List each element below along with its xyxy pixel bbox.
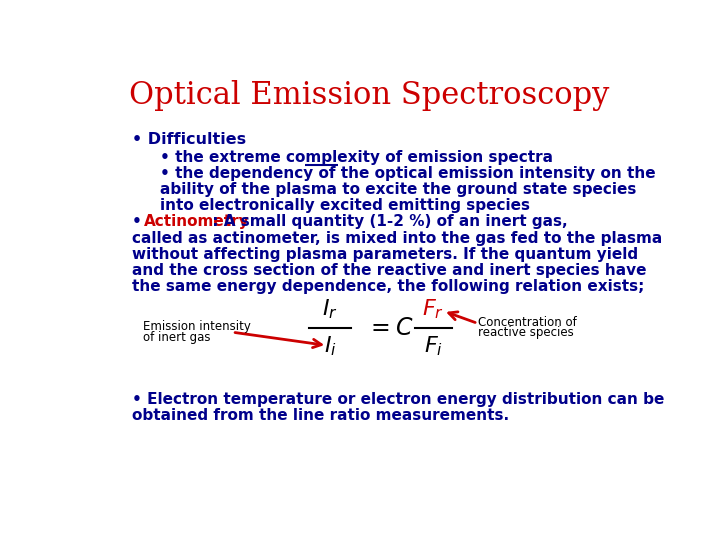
Text: $\mathit{I}_i$: $\mathit{I}_i$ [323,334,336,358]
Text: • Difficulties: • Difficulties [132,132,246,147]
Text: reactive species: reactive species [478,327,574,340]
Text: $= \mathit{C}$: $= \mathit{C}$ [366,315,413,340]
Text: • the dependency of the optical emission intensity on the: • the dependency of the optical emission… [160,166,655,181]
Text: the same energy dependence, the following relation exists;: the same energy dependence, the followin… [132,279,644,294]
Text: Actinometry: Actinometry [144,214,250,230]
Text: Optical Emission Spectroscopy: Optical Emission Spectroscopy [129,80,609,111]
Text: $\mathit{F}_r$: $\mathit{F}_r$ [422,297,444,321]
Text: • Electron temperature or electron energy distribution can be: • Electron temperature or electron energ… [132,392,665,407]
Text: and the cross section of the reactive and inert species have: and the cross section of the reactive an… [132,262,647,278]
Text: obtained from the line ratio measurements.: obtained from the line ratio measurement… [132,408,509,423]
Text: without affecting plasma parameters. If the quantum yield: without affecting plasma parameters. If … [132,247,638,262]
Text: ability of the plasma to excite the ground state species: ability of the plasma to excite the grou… [160,182,636,197]
Text: • the extreme complexity of emission spectra: • the extreme complexity of emission spe… [160,150,553,165]
Text: Concentration of: Concentration of [478,316,577,329]
Text: : A small quantity (1-2 %) of an inert gas,: : A small quantity (1-2 %) of an inert g… [207,214,568,230]
Text: $\mathit{I}_r$: $\mathit{I}_r$ [322,297,338,321]
Text: called as actinometer, is mixed into the gas fed to the plasma: called as actinometer, is mixed into the… [132,231,662,246]
Text: •: • [132,214,147,230]
Text: into electronically excited emitting species: into electronically excited emitting spe… [160,198,530,213]
Text: of inert gas: of inert gas [143,330,210,343]
Text: $\mathit{F}_i$: $\mathit{F}_i$ [423,334,443,358]
Text: Emission intensity: Emission intensity [143,320,251,333]
